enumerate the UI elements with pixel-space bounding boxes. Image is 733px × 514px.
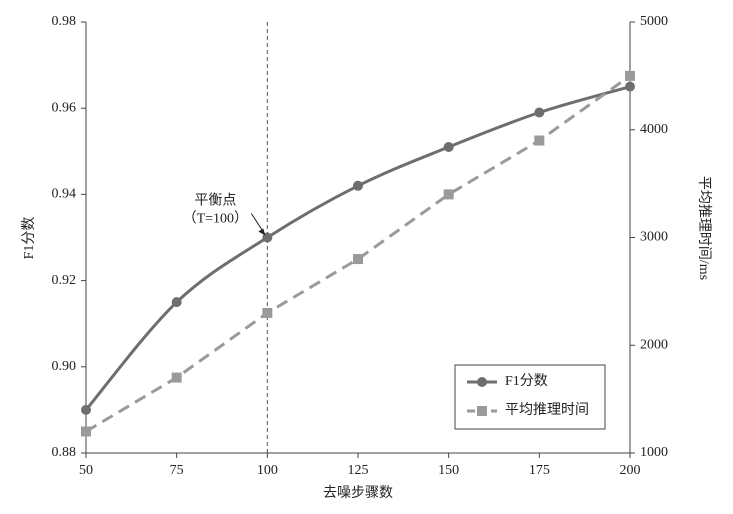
point: [81, 426, 91, 437]
series-line: [84, 85, 631, 411]
legend-box: [454, 364, 606, 430]
legend-marker: [477, 406, 487, 416]
y-tick-label: 0.90: [52, 359, 77, 374]
y2-tick-label: 3000: [640, 230, 668, 245]
y-tick-label: 0.88: [52, 445, 77, 460]
y-tick-label: 0.96: [52, 100, 77, 115]
y-tick-label: 0.94: [52, 187, 77, 202]
x-tick-label: 125: [348, 463, 369, 478]
y2-tick-label: 2000: [640, 337, 668, 352]
x-axis-label: 去噪步骤数: [323, 485, 393, 501]
point: [443, 141, 454, 152]
y2-axis-label: 平均推理时间/ms: [696, 176, 712, 280]
y-axis-label: F1分数: [21, 217, 37, 260]
point: [171, 297, 182, 308]
y-tick-label: 0.98: [52, 14, 77, 29]
point: [81, 404, 91, 415]
annotation: （T=100）: [183, 211, 248, 227]
y2-tick-label: 4000: [640, 122, 668, 137]
y-tick-label: 0.92: [52, 273, 77, 288]
point: [171, 372, 182, 383]
annotation: 平衡点: [194, 193, 236, 209]
x-tick-label: 150: [438, 463, 459, 478]
point: [443, 189, 454, 200]
x-tick-label: 100: [257, 463, 278, 478]
y2-tick-label: 1000: [640, 445, 668, 460]
point: [534, 107, 545, 118]
legend-marker: [477, 377, 487, 387]
x-tick-label: 75: [170, 463, 184, 478]
point: [625, 81, 635, 92]
x-tick-label: 50: [79, 463, 93, 478]
x-tick-label: 200: [620, 463, 641, 478]
legend-label: 平均推理时间: [505, 402, 589, 418]
x-tick-label: 175: [529, 463, 550, 478]
point: [534, 135, 545, 146]
point: [262, 307, 273, 318]
annotation-arrowhead: [258, 228, 266, 236]
point: [625, 70, 635, 81]
point: [353, 180, 363, 191]
point: [353, 254, 363, 265]
y2-tick-label: 5000: [640, 14, 668, 29]
legend-label: F1分数: [505, 373, 548, 389]
